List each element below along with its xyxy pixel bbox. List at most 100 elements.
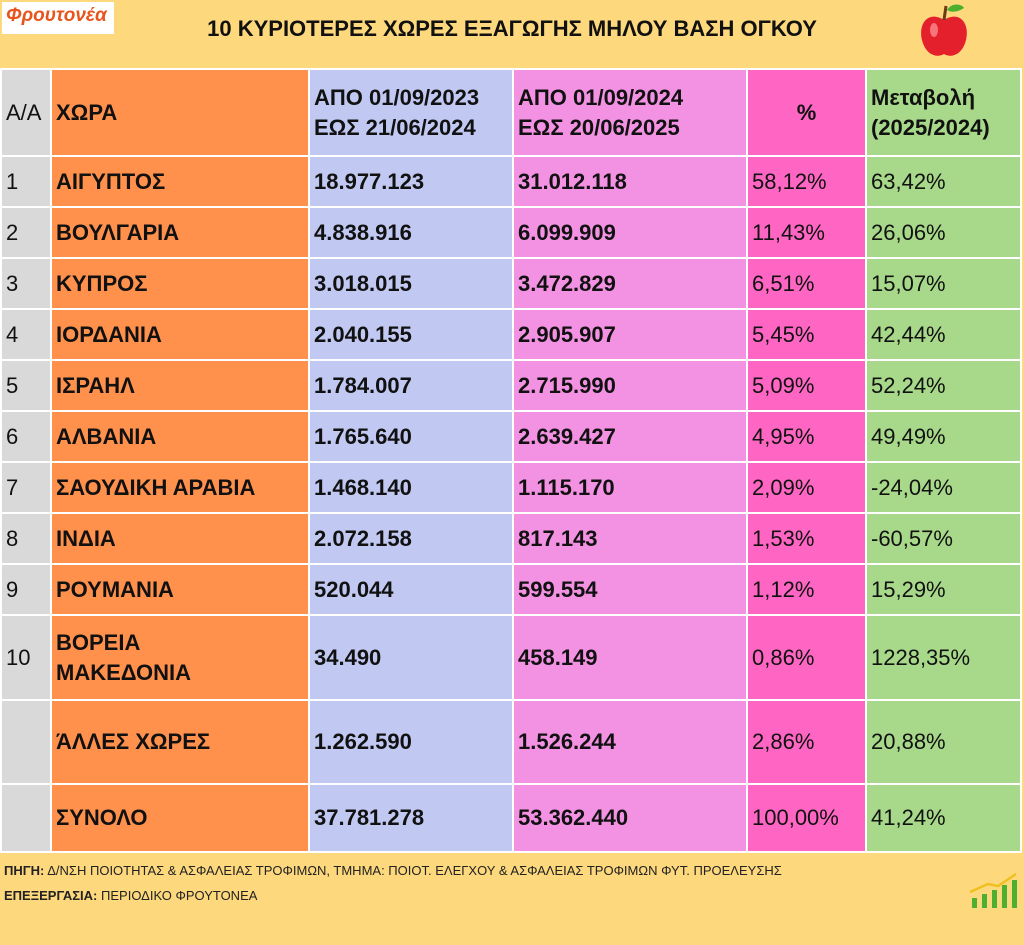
cell-change: 42,44% bbox=[865, 308, 1022, 361]
row: 5 ΙΣΡΑΗΛ 1.784.007 2.715.990 5,09% 52,24% bbox=[0, 359, 1022, 412]
cell-change: 15,07% bbox=[865, 257, 1022, 310]
cell-v2024: 2.072.158 bbox=[308, 512, 514, 565]
cell-v2025: 6.099.909 bbox=[512, 206, 748, 259]
cell-v2025: 2.639.427 bbox=[512, 410, 748, 463]
source-label: ΠΗΓΗ: bbox=[4, 863, 45, 878]
title: 10 ΚΥΡΙΟΤΕΡΕΣ ΧΩΡΕΣ ΕΞΑΓΩΓΗΣ ΜΗΛΟΥ ΒΑΣΗ … bbox=[207, 16, 817, 41]
row: 6 ΑΛΒΑΝΙΑ 1.765.640 2.639.427 4,95% 49,49% bbox=[0, 410, 1022, 463]
cell-aa: 5 bbox=[0, 359, 52, 412]
line: ΑΠΟ 01/09/2023 bbox=[314, 84, 480, 110]
cell-pct: 6,51% bbox=[746, 257, 867, 310]
line: ΑΛΒΑΝΙΑ bbox=[56, 423, 157, 449]
row: 7 ΣΑΟΥΔΙΚΗ ΑΡΑΒΙΑ 1.468.140 1.115.170 2,09% -… bbox=[0, 461, 1022, 514]
cell-pct: 11,43% bbox=[746, 206, 867, 259]
processing-label: ΕΠΕΞΕΡΓΑΣΙΑ: bbox=[4, 888, 98, 903]
cell-aa bbox=[0, 783, 52, 853]
cell-change: 52,24% bbox=[865, 359, 1022, 412]
cell-country: ΒΟΡΕΙΑ ΜΑΚΕΔΟΝΙΑ bbox=[50, 614, 310, 701]
cell-country: ΣΑΟΥΔΙΚΗ ΑΡΑΒΙΑ bbox=[50, 461, 310, 514]
line: ΒΟΡΕΙΑ bbox=[56, 629, 141, 655]
line: ΒΟΥΛΓΑΡΙΑ bbox=[56, 219, 180, 245]
cell-change: 15,29% bbox=[865, 563, 1022, 616]
line: Α/Α bbox=[6, 99, 42, 125]
cell-v2025: 458.149 bbox=[512, 614, 748, 701]
cell-change: -60,57% bbox=[865, 512, 1022, 565]
cell-pct: 2,09% bbox=[746, 461, 867, 514]
cell-v2025: 817.143 bbox=[512, 512, 748, 565]
row: 3 ΚΥΠΡΟΣ 3.018.015 3.472.829 6,51% 15,07% bbox=[0, 257, 1022, 310]
line: ΚΥΠΡΟΣ bbox=[56, 270, 148, 296]
line: ΡΟΥΜΑΝΙΑ bbox=[56, 576, 174, 602]
cell-v2024: 18.977.123 bbox=[308, 155, 514, 208]
footer: ΠΗΓΗ: Δ/ΝΣΗ ΠΟΙΟΤΗΤΑΣ & ΑΣΦΑΛΕΙΑΣ ΤΡΟΦΙΜ… bbox=[4, 858, 782, 908]
logo: Φρουτονέα bbox=[2, 2, 114, 34]
row: 10 ΒΟΡΕΙΑ ΜΑΚΕΔΟΝΙΑ 34.490 458.149 0,86% 1228,… bbox=[0, 614, 1022, 701]
cell-v2025: 1.526.244 bbox=[512, 699, 748, 785]
cell-aa bbox=[0, 699, 52, 785]
line: ΕΩΣ 21/06/2024 bbox=[314, 114, 476, 140]
cell-v2025: 31.012.118 bbox=[512, 155, 748, 208]
cell-v2025: 599.554 bbox=[512, 563, 748, 616]
cell-country: ΆΛΛΕΣ ΧΩΡΕΣ bbox=[50, 699, 310, 785]
line: (2025/2024) bbox=[871, 114, 990, 140]
row: 2 ΒΟΥΛΓΑΡΙΑ 4.838.916 6.099.909 11,43% 26,06% bbox=[0, 206, 1022, 259]
cell-v2024: 37.781.278 bbox=[308, 783, 514, 853]
cell-v2025: 53.362.440 bbox=[512, 783, 748, 853]
cell-pct: 1,12% bbox=[746, 563, 867, 616]
line: ΑΠΟ 01/09/2024 bbox=[518, 84, 684, 110]
cell-country: ΙΝΔΙΑ bbox=[50, 512, 310, 565]
cell-v2025: 2.905.907 bbox=[512, 308, 748, 361]
cell-v2024: 2.040.155 bbox=[308, 308, 514, 361]
cell-pct: 0,86% bbox=[746, 614, 867, 701]
cell-country: ΧΩΡΑ bbox=[50, 68, 310, 157]
cell-aa: 3 bbox=[0, 257, 52, 310]
cell-country: ΒΟΥΛΓΑΡΙΑ bbox=[50, 206, 310, 259]
processing-line: ΕΠΕΞΕΡΓΑΣΙΑ: ΠΕΡΙΟΔΙΚΟ ΦΡΟΥΤΟΝΕΑ bbox=[4, 883, 782, 908]
line: ΙΣΡΑΗΛ bbox=[56, 372, 135, 398]
cell-pct: 4,95% bbox=[746, 410, 867, 463]
cell-aa: 8 bbox=[0, 512, 52, 565]
line: % bbox=[796, 99, 817, 125]
cell-change: -24,04% bbox=[865, 461, 1022, 514]
row: 9 ΡΟΥΜΑΝΙΑ 520.044 599.554 1,12% 15,29% bbox=[0, 563, 1022, 616]
cell-v2025: 1.115.170 bbox=[512, 461, 748, 514]
cell-aa: 6 bbox=[0, 410, 52, 463]
cell-pct: 1,53% bbox=[746, 512, 867, 565]
cell-v2025: ΑΠΟ 01/09/2024 ΕΩΣ 20/06/2025 bbox=[512, 68, 748, 157]
cell-change: 63,42% bbox=[865, 155, 1022, 208]
line: ΧΩΡΑ bbox=[56, 99, 118, 125]
line: ΜΑΚΕΔΟΝΙΑ bbox=[56, 659, 191, 685]
export-table: Α/Α ΧΩΡΑ ΑΠΟ 01/09/2023 ΕΩΣ 21/06/2024 ΑΠΟ 0… bbox=[0, 68, 1022, 853]
cell-change: Μεταβολή (2025/2024) bbox=[865, 68, 1022, 157]
cell-pct: 100,00% bbox=[746, 783, 867, 853]
line: ΣΑΟΥΔΙΚΗ ΑΡΑΒΙΑ bbox=[56, 474, 256, 500]
line: ΙΝΔΙΑ bbox=[56, 525, 116, 551]
cell-v2024: 1.468.140 bbox=[308, 461, 514, 514]
cell-pct: 58,12% bbox=[746, 155, 867, 208]
row: 1 ΑΙΓΥΠΤΟΣ 18.977.123 31.012.118 58,12% 63,42… bbox=[0, 155, 1022, 208]
line: ΙΟΡΔΑΝΙΑ bbox=[56, 321, 162, 347]
cell-country: ΑΙΓΥΠΤΟΣ bbox=[50, 155, 310, 208]
cell-v2024: ΑΠΟ 01/09/2023 ΕΩΣ 21/06/2024 bbox=[308, 68, 514, 157]
row: 8 ΙΝΔΙΑ 2.072.158 817.143 1,53% -60,57% bbox=[0, 512, 1022, 565]
cell-change: 20,88% bbox=[865, 699, 1022, 785]
line: ΕΩΣ 20/06/2025 bbox=[518, 114, 680, 140]
line: ΆΛΛΕΣ ΧΩΡΕΣ bbox=[56, 729, 211, 754]
line: ΣΥΝΟΛΟ bbox=[56, 805, 148, 830]
cell-country: ΙΟΡΔΑΝΙΑ bbox=[50, 308, 310, 361]
cell-pct: 2,86% bbox=[746, 699, 867, 785]
cell-v2025: 2.715.990 bbox=[512, 359, 748, 412]
cell-aa: 1 bbox=[0, 155, 52, 208]
cell-v2024: 1.784.007 bbox=[308, 359, 514, 412]
row: ΣΥΝΟΛΟ 37.781.278 53.362.440 100,00% 41,24% bbox=[0, 783, 1022, 853]
row: ΆΛΛΕΣ ΧΩΡΕΣ 1.262.590 1.526.244 2,86% 20,88% bbox=[0, 699, 1022, 785]
cell-v2024: 3.018.015 bbox=[308, 257, 514, 310]
cell-country: ΡΟΥΜΑΝΙΑ bbox=[50, 563, 310, 616]
cell-v2024: 1.262.590 bbox=[308, 699, 514, 785]
row: 4 ΙΟΡΔΑΝΙΑ 2.040.155 2.905.907 5,45% 42,44% bbox=[0, 308, 1022, 361]
apple-icon bbox=[921, 4, 967, 56]
cell-change: 1228,35% bbox=[865, 614, 1022, 701]
cell-country: ΙΣΡΑΗΛ bbox=[50, 359, 310, 412]
cell-aa: Α/Α bbox=[0, 68, 52, 157]
